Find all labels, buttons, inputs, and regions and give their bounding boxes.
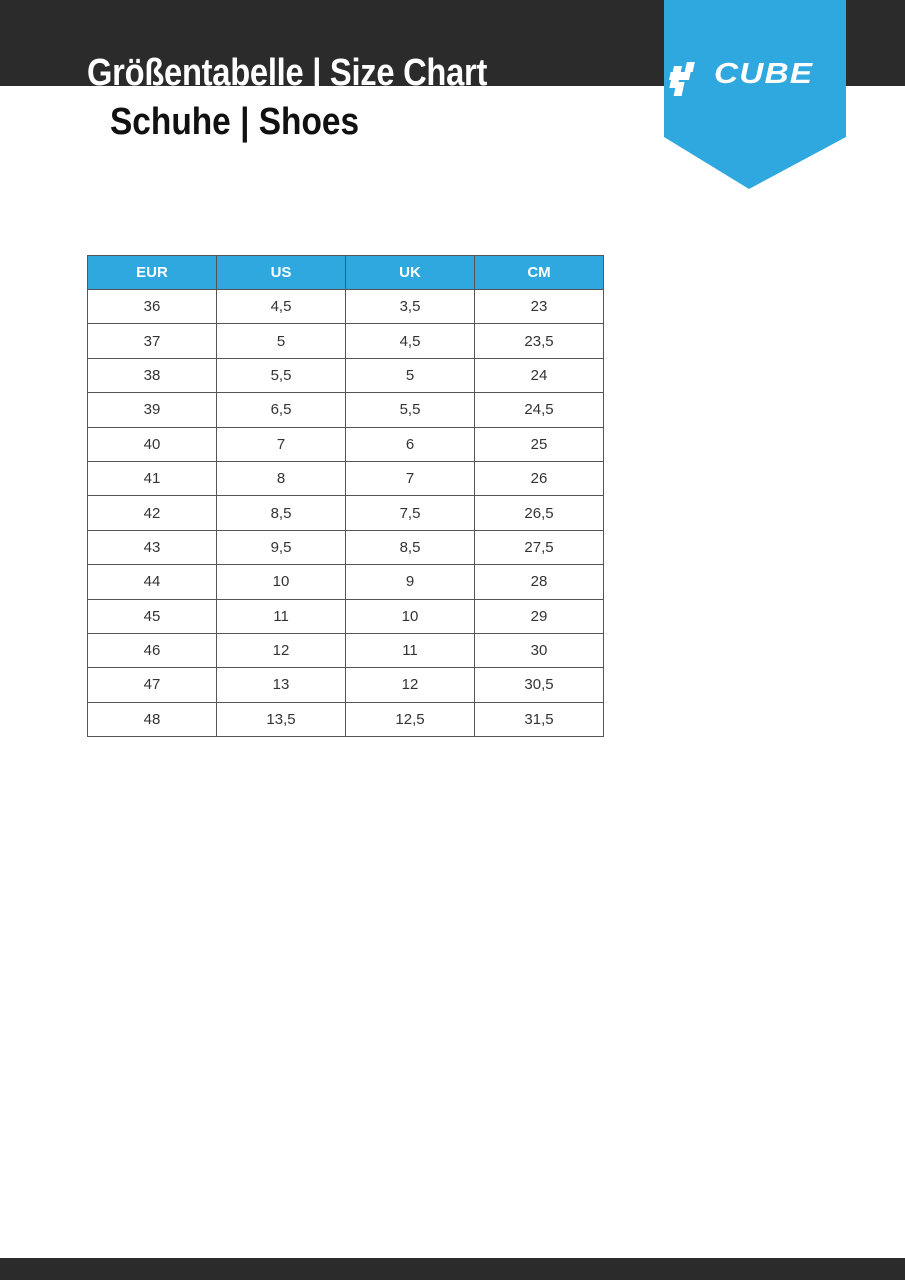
cell-us: 13 [216, 667, 346, 703]
cell-us: 13,5 [216, 701, 346, 738]
column-header-uk: UK [345, 255, 475, 290]
page-subtitle: Schuhe | Shoes [110, 101, 360, 143]
cell-eur: 44 [86, 564, 218, 600]
column-header-eur: EUR [86, 255, 218, 290]
table-row: 48 13,5 12,5 31,5 [86, 701, 605, 738]
table-row: 36 4,5 3,5 23 [86, 288, 605, 325]
cell-uk: 4,5 [345, 323, 475, 359]
cell-us: 9,5 [216, 529, 346, 566]
cell-cm: 25 [473, 426, 605, 462]
cell-us: 6,5 [216, 392, 346, 428]
cell-uk: 10 [345, 598, 475, 634]
cell-cm: 26 [473, 460, 605, 497]
table-row: 37 5 4,5 23,5 [86, 323, 605, 359]
cell-uk: 12 [345, 667, 475, 703]
table-row: 41 8 7 26 [86, 460, 605, 497]
cell-uk: 9 [345, 564, 475, 600]
cell-us: 4,5 [216, 288, 346, 325]
cell-us: 11 [216, 598, 346, 634]
cell-uk: 6 [345, 426, 475, 462]
table-header-row: EUR US UK CM [86, 255, 605, 290]
cell-cm: 31,5 [473, 701, 605, 738]
table-row: 46 12 11 30 [86, 632, 605, 669]
table-row: 38 5,5 5 24 [86, 357, 605, 394]
cell-uk: 11 [345, 632, 475, 669]
cell-us: 12 [216, 632, 346, 669]
cell-us: 8 [216, 460, 346, 497]
cell-eur: 43 [86, 529, 218, 566]
cell-eur: 36 [86, 288, 218, 325]
cell-cm: 28 [473, 564, 605, 600]
table-row: 45 11 10 29 [86, 598, 605, 634]
cell-cm: 29 [473, 598, 605, 634]
cell-us: 8,5 [216, 495, 346, 531]
cell-cm: 26,5 [473, 495, 605, 531]
cell-eur: 47 [86, 667, 218, 703]
cell-uk: 7 [345, 460, 475, 497]
cell-cm: 23 [473, 288, 605, 325]
size-chart-table: EUR US UK CM 36 4,5 3,5 23 37 5 4,5 23,5 38 5,5 5 24 39… [86, 255, 605, 738]
cell-uk: 5 [345, 357, 475, 394]
cell-cm: 23,5 [473, 323, 605, 359]
brand-ribbon [664, 0, 846, 189]
cell-eur: 37 [86, 323, 218, 359]
cell-us: 5,5 [216, 357, 346, 394]
cell-eur: 46 [86, 632, 218, 669]
cell-us: 5 [216, 323, 346, 359]
cell-uk: 8,5 [345, 529, 475, 566]
cell-cm: 24,5 [473, 392, 605, 428]
column-header-cm: CM [473, 255, 605, 290]
cell-us: 7 [216, 426, 346, 462]
cell-uk: 12,5 [345, 701, 475, 738]
bottom-bar [0, 1258, 905, 1280]
table-row: 40 7 6 25 [86, 426, 605, 462]
cell-cm: 30,5 [473, 667, 605, 703]
table-row: 42 8,5 7,5 26,5 [86, 495, 605, 531]
cell-eur: 42 [86, 495, 218, 531]
cell-eur: 40 [86, 426, 218, 462]
page-title: Größentabelle | Size Chart [87, 52, 488, 94]
cell-eur: 38 [86, 357, 218, 394]
cell-uk: 5,5 [345, 392, 475, 428]
table-row: 44 10 9 28 [86, 564, 605, 600]
table-row: 43 9,5 8,5 27,5 [86, 529, 605, 566]
cell-cm: 24 [473, 357, 605, 394]
cell-us: 10 [216, 564, 346, 600]
cell-cm: 27,5 [473, 529, 605, 566]
cell-uk: 7,5 [345, 495, 475, 531]
cube-logo: CUBE [714, 58, 814, 90]
cell-eur: 48 [86, 701, 218, 738]
table-row: 47 13 12 30,5 [86, 667, 605, 703]
column-header-us: US [216, 255, 346, 290]
cell-eur: 39 [86, 392, 218, 428]
cell-eur: 45 [86, 598, 218, 634]
cell-eur: 41 [86, 460, 218, 497]
table-row: 39 6,5 5,5 24,5 [86, 392, 605, 428]
cube-logo-icon [668, 62, 695, 96]
cell-uk: 3,5 [345, 288, 475, 325]
cell-cm: 30 [473, 632, 605, 669]
